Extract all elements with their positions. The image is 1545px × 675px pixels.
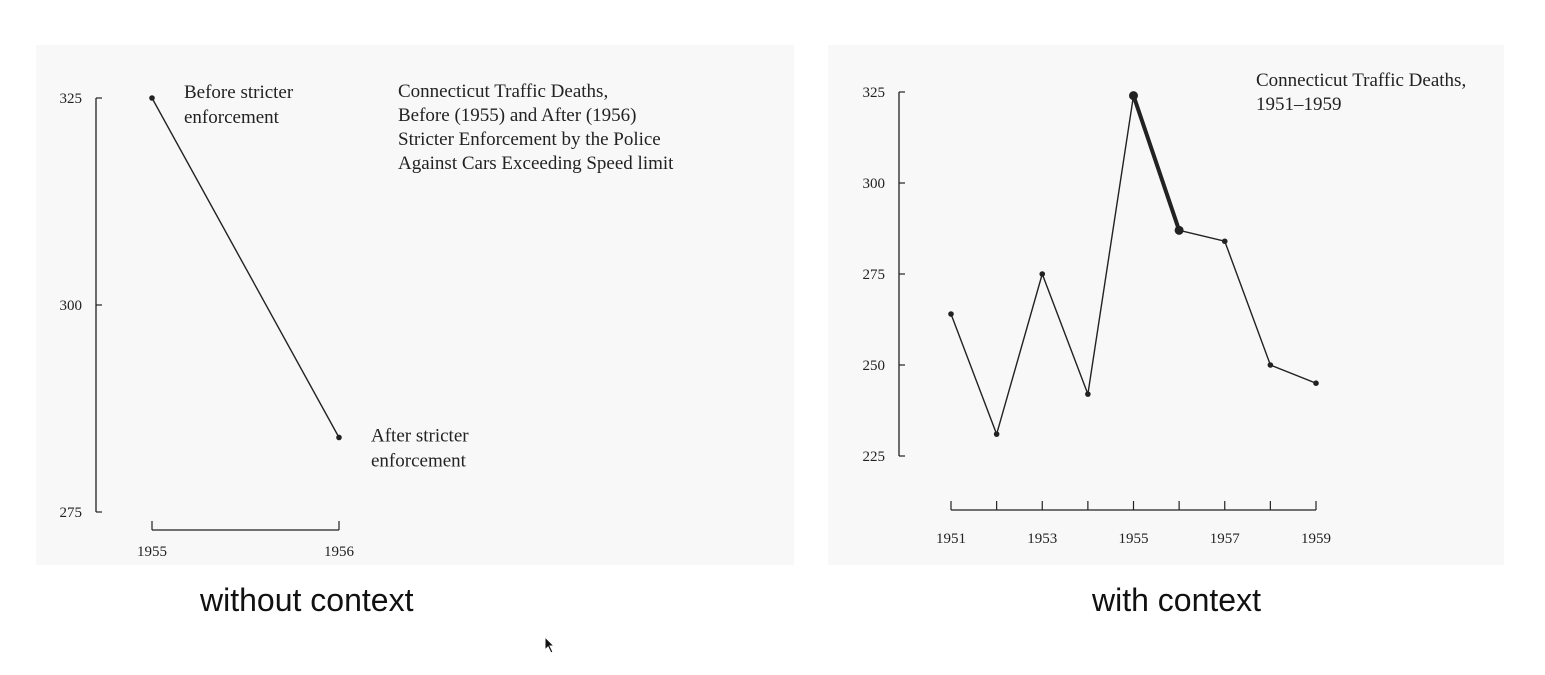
right-data-point — [1313, 380, 1319, 387]
left-y-tick-label: 300 — [60, 298, 83, 314]
right-chart-title-line: Connecticut Traffic Deaths, — [1256, 70, 1466, 91]
left-y-tick-label: 275 — [60, 505, 83, 521]
left-chart-title-line: Stricter Enforcement by the Police — [398, 129, 661, 150]
right-data-point — [1267, 362, 1274, 368]
left-data-point — [149, 95, 155, 101]
left-chart-title-line: Before (1955) and After (1956) — [398, 105, 636, 126]
right-x-tick-label: 1955 — [1119, 531, 1149, 547]
right-data-point — [993, 431, 1000, 437]
caption-with-context: with context — [1092, 582, 1261, 618]
left-x-tick-label: 1955 — [137, 544, 167, 560]
mouse-cursor-icon — [544, 636, 556, 654]
right-y-tick-label: 250 — [863, 358, 886, 374]
right-data-point — [948, 311, 954, 317]
right-y-tick-label: 225 — [863, 449, 886, 465]
left-annotation-line: enforcement — [371, 450, 467, 471]
right-data-point — [1174, 225, 1184, 235]
left-annotation-line: Before stricter — [184, 82, 294, 103]
left-chart-panel — [36, 45, 794, 565]
right-series-line — [950, 95, 1317, 437]
left-chart-title-line: Against Cars Exceeding Speed limit — [398, 153, 674, 174]
right-data-point — [1085, 391, 1091, 397]
right-data-point — [1039, 271, 1046, 277]
right-y-tick-label: 325 — [863, 85, 886, 101]
right-chart-title-line: 1951–1959 — [1256, 94, 1342, 115]
left-chart-title-line: Connecticut Traffic Deaths, — [398, 81, 608, 102]
right-x-tick-label: 1957 — [1210, 531, 1241, 547]
caption-without-context: without context — [200, 582, 414, 618]
right-data-point — [1221, 238, 1228, 245]
right-highlight-segment — [1131, 94, 1182, 231]
right-x-tick-label: 1951 — [936, 531, 966, 547]
left-series-line — [151, 97, 340, 438]
left-annotation-line: After stricter — [371, 425, 469, 446]
right-data-point — [1129, 91, 1138, 101]
right-x-tick-label: 1959 — [1301, 531, 1331, 547]
right-x-tick-label: 1953 — [1027, 531, 1057, 547]
right-chart-panel — [828, 45, 1504, 565]
left-x-tick-label: 1956 — [324, 544, 355, 560]
left-y-tick-label: 325 — [60, 91, 83, 107]
left-data-point — [336, 434, 342, 441]
right-y-tick-label: 300 — [863, 176, 886, 192]
left-annotation-line: enforcement — [184, 107, 280, 128]
right-y-tick-label: 275 — [863, 267, 886, 283]
